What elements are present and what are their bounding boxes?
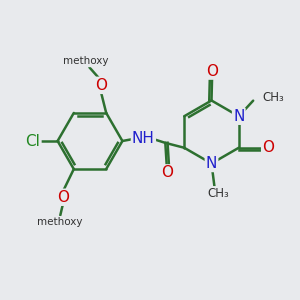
Text: NH: NH bbox=[132, 130, 155, 146]
Text: methoxy: methoxy bbox=[63, 56, 109, 66]
Text: methoxy: methoxy bbox=[37, 217, 82, 227]
Text: Cl: Cl bbox=[26, 134, 40, 148]
Text: O: O bbox=[95, 78, 107, 93]
Text: N: N bbox=[206, 156, 217, 171]
Text: O: O bbox=[57, 190, 69, 205]
Text: O: O bbox=[206, 64, 218, 79]
Text: N: N bbox=[233, 109, 244, 124]
Text: O: O bbox=[262, 140, 274, 155]
Text: CH₃: CH₃ bbox=[263, 91, 284, 103]
Text: O: O bbox=[161, 165, 173, 180]
Text: CH₃: CH₃ bbox=[207, 187, 229, 200]
